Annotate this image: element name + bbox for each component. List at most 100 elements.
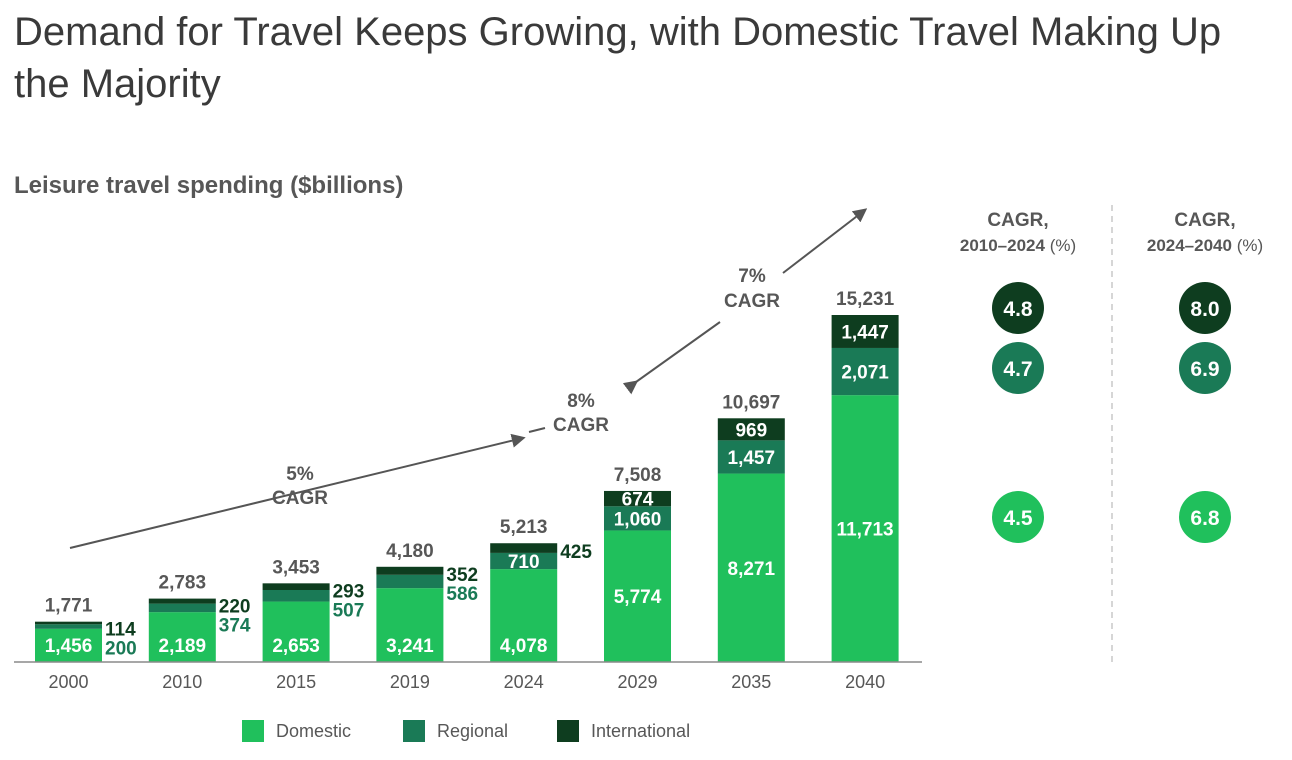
bar-international-2024	[490, 543, 558, 553]
value-label-regional-2015: 507	[333, 600, 365, 621]
legend-item-regional: Regional	[403, 720, 508, 742]
value-label-domestic-2000: 1,456	[45, 636, 93, 657]
bar-international-2029	[604, 490, 671, 507]
value-label-international-2000: 114	[105, 620, 136, 641]
x-tick-label-2010: 2010	[162, 672, 202, 692]
value-label-domestic-2040: 11,713	[837, 520, 894, 541]
subtitle-unit: ($billions)	[290, 172, 404, 199]
cagr-annotation-label-3: CAGR	[724, 291, 780, 312]
bar-international-2040	[831, 315, 899, 348]
cagr-value-domestic-1: 4.5	[1003, 507, 1033, 530]
legend-swatch-regional	[403, 720, 425, 742]
value-label-international-2029: 674	[622, 490, 654, 511]
value-label-domestic-2029: 5,774	[614, 587, 662, 608]
total-label-2015: 3,453	[272, 557, 320, 578]
value-label-regional-2035: 1,457	[728, 448, 776, 469]
legend-label-international: International	[591, 720, 691, 741]
cagr-value-international-1: 4.8	[1003, 298, 1033, 321]
total-label-2035: 10,697	[722, 392, 780, 413]
cagr-circle-international-2	[1179, 282, 1231, 334]
total-label-2024: 5,213	[500, 517, 548, 538]
bar-regional-2029	[604, 506, 671, 531]
value-label-international-2040: 1,447	[841, 322, 889, 343]
legend-item-domestic: Domestic	[242, 720, 351, 742]
value-label-international-2035: 969	[735, 420, 767, 441]
cagr-header-line2-2: 2024–2040 (%)	[1147, 236, 1263, 255]
bar-domestic-2010	[148, 612, 216, 662]
cagr-arrow-1-tail	[528, 427, 546, 433]
bar-regional-2000	[35, 624, 102, 629]
x-tick-label-2000: 2000	[48, 672, 88, 692]
value-label-international-2024: 425	[560, 542, 592, 563]
total-label-2029: 7,508	[614, 465, 662, 486]
cagr-header-line1-1: CAGR,	[987, 210, 1048, 231]
total-label-2000: 1,771	[45, 596, 93, 617]
chart-legend: Domestic Regional International	[0, 720, 1292, 748]
cagr-annotation-rate-1: 5%	[286, 464, 314, 485]
total-label-2040: 15,231	[836, 289, 895, 310]
cagr-annotation-rate-3: 7%	[738, 266, 766, 287]
bar-domestic-2029	[604, 530, 671, 662]
value-label-domestic-2010: 2,189	[159, 636, 207, 657]
bar-domestic-2024	[490, 569, 558, 662]
legend-label-regional: Regional	[437, 720, 509, 741]
x-tick-label-2029: 2029	[617, 672, 657, 692]
cagr-header-line2-1: 2010–2024 (%)	[960, 236, 1076, 255]
x-tick-label-2035: 2035	[731, 672, 771, 692]
cagr-circle-domestic-2	[1179, 491, 1231, 543]
value-label-regional-2019: 586	[446, 584, 478, 605]
bar-international-2019	[376, 566, 444, 575]
value-label-domestic-2019: 3,241	[386, 636, 434, 657]
legend-swatch-international	[557, 720, 579, 742]
total-label-2010: 2,783	[159, 573, 207, 594]
legend-item-international: International	[557, 720, 690, 742]
value-label-regional-2024: 710	[508, 552, 540, 573]
bar-domestic-2015	[262, 601, 330, 662]
cagr-circle-regional-2	[1179, 342, 1231, 394]
chart-subtitle: Leisure travel spending ($billions)	[14, 172, 403, 200]
total-label-2019: 4,180	[386, 541, 434, 562]
cagr-circle-international-1	[992, 282, 1044, 334]
bar-international-2000	[35, 621, 102, 625]
cagr-circle-regional-1	[992, 342, 1044, 394]
bar-international-2015	[262, 583, 330, 591]
value-label-international-2010: 220	[219, 597, 251, 618]
bar-regional-2019	[376, 574, 444, 589]
bar-international-2010	[148, 598, 216, 604]
legend-label-domestic: Domestic	[276, 720, 352, 741]
x-tick-label-2019: 2019	[390, 672, 430, 692]
value-label-international-2015: 293	[333, 581, 365, 602]
value-label-domestic-2015: 2,653	[272, 636, 320, 657]
value-label-regional-2029: 1,060	[614, 509, 662, 530]
bar-domestic-2000	[35, 628, 102, 662]
bar-regional-2040	[831, 347, 899, 396]
cagr-arrow-3	[782, 208, 868, 274]
cagr-value-international-2: 8.0	[1190, 298, 1219, 321]
cagr-annotation-label-1: CAGR	[272, 488, 328, 509]
x-tick-label-2024: 2024	[504, 672, 544, 692]
cagr-arrow-1	[69, 433, 526, 549]
bar-regional-2035	[717, 440, 785, 474]
cagr-arrow-2-line	[635, 321, 721, 383]
cagr-circle-domestic-1	[992, 491, 1044, 543]
bar-domestic-2040	[831, 395, 899, 662]
value-label-international-2019: 352	[446, 565, 478, 586]
bar-regional-2024	[490, 552, 558, 570]
value-label-regional-2040: 2,071	[841, 363, 889, 384]
cagr-value-regional-1: 4.7	[1003, 358, 1032, 381]
cagr-value-domestic-2: 6.8	[1190, 507, 1220, 530]
cagr-header-line1-2: CAGR,	[1174, 210, 1235, 231]
legend-swatch-domestic	[242, 720, 264, 742]
chart-title: Demand for Travel Keeps Growing, with Do…	[14, 10, 1222, 106]
value-label-regional-2000: 200	[105, 639, 137, 660]
value-label-domestic-2024: 4,078	[500, 636, 548, 657]
bar-domestic-2019	[376, 588, 444, 662]
x-tick-label-2015: 2015	[276, 672, 316, 692]
bar-regional-2015	[262, 590, 330, 602]
x-tick-label-2040: 2040	[845, 672, 885, 692]
bar-regional-2010	[148, 603, 216, 613]
value-label-domestic-2035: 8,271	[728, 559, 776, 580]
cagr-arrow-2	[622, 380, 639, 395]
bar-domestic-2035	[717, 473, 785, 662]
